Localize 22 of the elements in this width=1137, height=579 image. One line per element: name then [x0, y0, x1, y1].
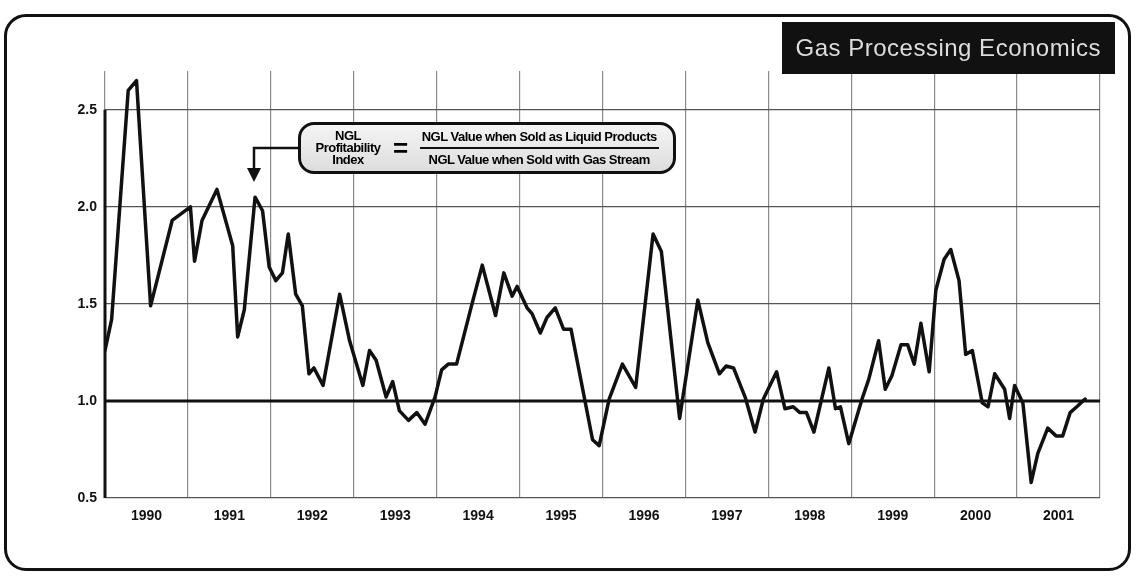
- chart-title: Gas Processing Economics: [781, 22, 1115, 74]
- x-tick-label: 1999: [877, 507, 909, 524]
- y-tick-label: 1.5: [77, 294, 98, 311]
- x-tick-label: 1991: [213, 507, 246, 524]
- y-tick-label: 2.0: [77, 197, 98, 214]
- x-tick-label: 1992: [296, 507, 329, 524]
- x-tick-label: 1995: [545, 507, 577, 524]
- y-tick-label: 2.5: [77, 100, 98, 117]
- x-tick-label: 2001: [1042, 507, 1075, 524]
- annotation: =: [393, 132, 408, 164]
- annotation: NGL Profitability Index: [315, 128, 381, 167]
- annotation: NGL Value when Sold with Gas Stream: [427, 151, 651, 167]
- x-tick-label: 1990: [130, 507, 163, 524]
- x-tick-label: 2000: [960, 507, 992, 524]
- y-tick-label: 1.0: [77, 391, 98, 408]
- x-tick-label: 1994: [462, 507, 494, 524]
- x-tick-label: 1998: [794, 507, 826, 524]
- x-tick-label: 1993: [379, 507, 411, 524]
- y-tick-label: 0.5: [77, 488, 98, 505]
- x-tick-label: 1996: [628, 507, 660, 524]
- x-tick-label: 1997: [711, 507, 743, 524]
- annotation: NGL Value when Sold as Liquid Products: [419, 129, 659, 149]
